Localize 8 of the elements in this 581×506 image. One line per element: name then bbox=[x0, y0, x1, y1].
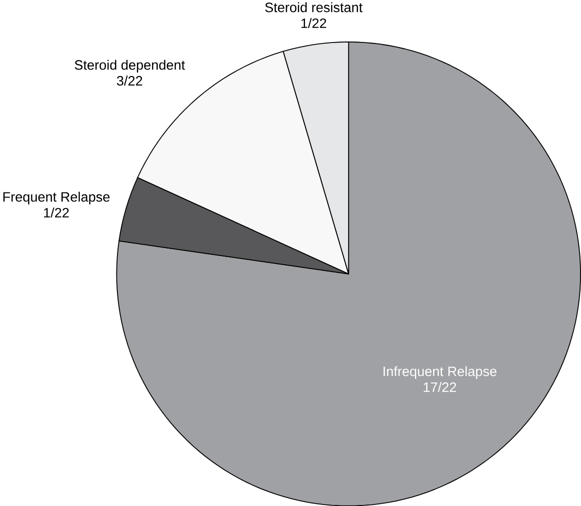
slice-label: Infrequent Relapse bbox=[384, 366, 496, 379]
slice-label: Steroid resistant bbox=[265, 2, 363, 12]
slice-label: Steroid dependent bbox=[74, 60, 185, 72]
data-label: 1/22 bbox=[301, 18, 326, 28]
data-label: 1/22 bbox=[44, 207, 69, 218]
data-label: 3/22 bbox=[116, 76, 142, 86]
slice-label: Frequent Relapse bbox=[3, 192, 110, 204]
data-label: 17/22 bbox=[424, 382, 456, 392]
